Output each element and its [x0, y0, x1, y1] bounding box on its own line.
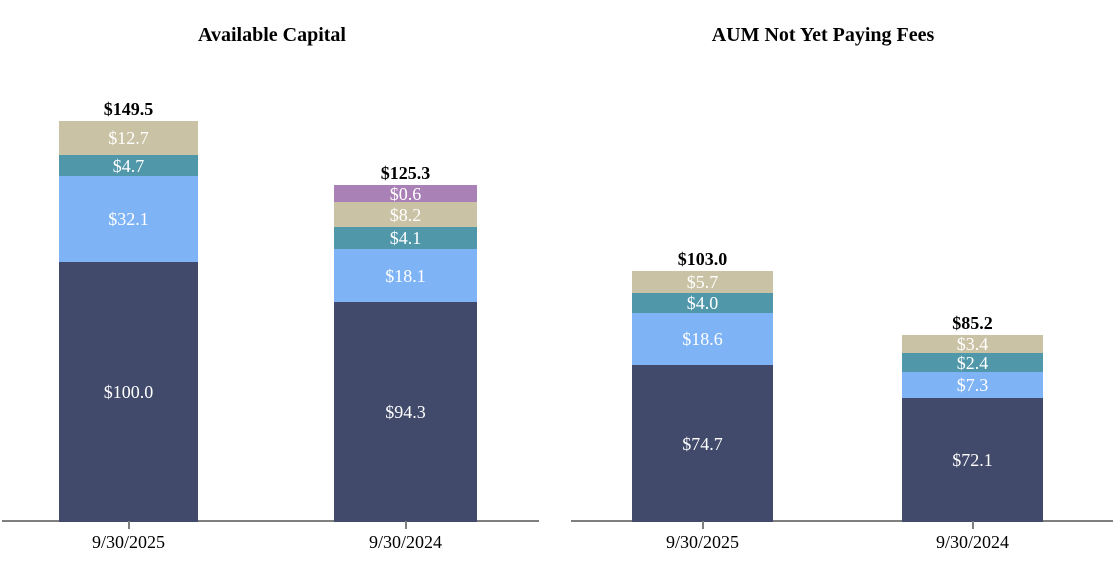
chart-title-aum-not-yet-paying-fees: AUM Not Yet Paying Fees: [711, 24, 935, 46]
axis-tick: [701, 521, 704, 529]
bar-segment: $18.1: [334, 249, 477, 302]
axis-tick: [127, 521, 130, 529]
stacked-bar: $12.7 $4.7 $32.1 $100.0: [59, 121, 198, 522]
bar-segment-label: $5.7: [686, 272, 719, 292]
bar-segment: $94.3: [334, 302, 477, 522]
bar-total-label: $103.0: [677, 249, 728, 269]
bar-segment: $7.3: [902, 372, 1043, 398]
bar-segment: $4.0: [632, 293, 773, 313]
bar-segment: $32.1: [59, 176, 198, 262]
bar-segment-label: $94.3: [385, 402, 426, 422]
bar-segment-label: $4.0: [686, 293, 719, 313]
stacked-bar: $0.6 $8.2 $4.1 $18.1 $94.3: [334, 185, 477, 522]
bar-segment: $100.0: [59, 262, 198, 522]
bar-segment-label: $2.4: [956, 352, 989, 373]
bar-segment-label: $72.1: [952, 450, 993, 470]
bar-segment: $4.1: [334, 227, 477, 249]
bar-segment: $5.7: [632, 271, 773, 293]
bar-segment: $72.1: [902, 398, 1043, 522]
bar-segment-label: $74.7: [682, 433, 723, 454]
bar-segment: $18.6: [632, 313, 773, 365]
category-label: 9/30/2025: [665, 532, 739, 552]
stacked-bar: $3.4 $2.4 $7.3 $72.1: [902, 335, 1043, 522]
bar-segment: $8.2: [334, 202, 477, 227]
axis-tick: [971, 521, 974, 529]
bar-segment-label: $3.4: [956, 334, 989, 354]
chart-title-available-capital: Available Capital: [198, 24, 346, 46]
bar-segment: $4.7: [59, 155, 198, 176]
stacked-bar: $5.7 $4.0 $18.6 $74.7: [632, 271, 773, 522]
bar-segment-label: $4.1: [389, 228, 422, 248]
category-label: 9/30/2025: [91, 532, 165, 552]
x-axis-line: [571, 520, 1113, 522]
category-label: 9/30/2024: [935, 532, 1009, 552]
category-label: 9/30/2024: [368, 532, 442, 552]
bar-segment-label: $0.6: [389, 183, 422, 204]
bar-total-label: $149.5: [103, 99, 154, 119]
bar-segment-label: $18.6: [682, 329, 723, 349]
bar-segment-label: $100.0: [103, 382, 154, 402]
x-axis-line: [2, 520, 539, 522]
bar-segment-label: $32.1: [108, 209, 149, 229]
axis-tick: [404, 521, 407, 529]
bar-total-label: $85.2: [952, 313, 993, 333]
bar-segment: $74.7: [632, 365, 773, 522]
bar-segment-label: $4.7: [112, 155, 145, 176]
bar-segment-label: $8.2: [389, 204, 422, 225]
bar-segment-label: $12.7: [108, 128, 149, 148]
bar-total-label: $125.3: [380, 163, 431, 183]
bar-segment: $0.6: [334, 183, 477, 204]
bar-segment-label: $18.1: [385, 265, 426, 286]
bar-segment: $2.4: [902, 353, 1043, 372]
bar-segment: $12.7: [59, 121, 198, 155]
bar-segment: $3.4: [902, 335, 1043, 353]
bar-segment-label: $7.3: [956, 375, 989, 395]
